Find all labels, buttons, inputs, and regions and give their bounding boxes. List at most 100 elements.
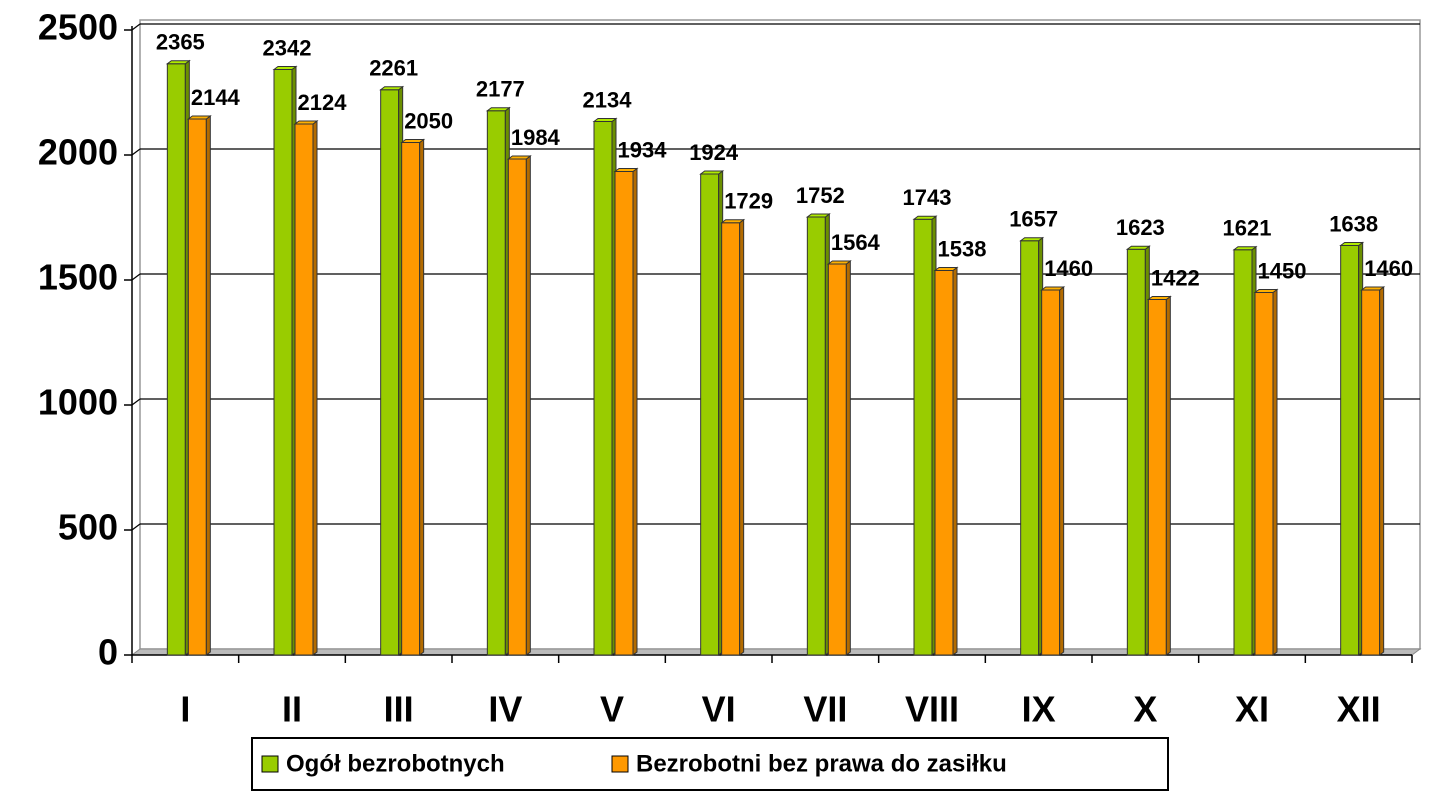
grid-line xyxy=(131,523,141,531)
bar-top xyxy=(826,260,852,265)
data-label: 2144 xyxy=(191,85,241,110)
y-tick-label: 2000 xyxy=(38,132,118,173)
bar-front xyxy=(593,121,613,656)
bar-top xyxy=(1253,289,1279,293)
x-tick-label: V xyxy=(600,689,624,730)
bar-front xyxy=(614,171,634,656)
bar xyxy=(506,155,532,656)
data-label: 2050 xyxy=(404,108,453,133)
y-tick-label: 0 xyxy=(98,632,118,673)
x-tick-label: XI xyxy=(1235,689,1269,730)
bar-top xyxy=(272,66,298,70)
bar-side xyxy=(1379,286,1385,656)
y-tick-label: 500 xyxy=(58,507,118,548)
bar xyxy=(1232,245,1258,656)
bar xyxy=(1125,245,1151,656)
bar-front xyxy=(1126,248,1146,656)
bar xyxy=(165,59,191,656)
x-tick-label: XII xyxy=(1337,689,1381,730)
bar-front xyxy=(486,110,506,656)
bar-front xyxy=(166,63,186,656)
bar-side xyxy=(952,266,958,656)
grid-line xyxy=(131,273,141,281)
bar-front xyxy=(1361,289,1381,656)
bar-top xyxy=(1360,286,1386,291)
bar-side xyxy=(419,138,425,656)
bar-top xyxy=(293,120,319,125)
bar-top xyxy=(1232,246,1258,251)
bar-front xyxy=(1233,249,1253,656)
bar xyxy=(485,106,511,656)
bar xyxy=(1339,241,1365,656)
grid-line xyxy=(131,148,141,156)
data-label: 2124 xyxy=(298,90,348,115)
grid-line xyxy=(131,398,141,406)
bar-top xyxy=(379,86,405,91)
bar xyxy=(720,218,746,656)
bar xyxy=(379,85,405,656)
data-label: 2365 xyxy=(156,30,205,55)
bar-top xyxy=(485,107,511,112)
data-label: 1460 xyxy=(1044,256,1093,281)
bar-side xyxy=(525,155,531,656)
bar-top xyxy=(165,60,191,65)
data-label: 2177 xyxy=(476,77,525,102)
y-tick-label: 2500 xyxy=(38,7,118,48)
bar-top xyxy=(506,155,532,160)
bar xyxy=(1146,295,1172,656)
bar-side xyxy=(1165,295,1171,656)
data-label: 1422 xyxy=(1151,265,1200,290)
data-label: 1564 xyxy=(831,230,881,255)
bar-front xyxy=(1254,292,1274,656)
bar xyxy=(400,138,426,656)
bar xyxy=(805,213,831,656)
data-label: 1538 xyxy=(938,236,987,261)
bar-top xyxy=(400,139,426,143)
data-label: 1657 xyxy=(1009,207,1058,232)
bar xyxy=(1360,286,1386,656)
legend-box xyxy=(251,737,1169,791)
x-tick-label: X xyxy=(1133,689,1157,730)
bar xyxy=(1019,236,1045,656)
data-label: 1460 xyxy=(1364,256,1413,281)
y-tick-label: 1000 xyxy=(38,382,118,423)
bar-top xyxy=(933,267,959,271)
bar-front xyxy=(827,263,847,656)
bar-top xyxy=(613,168,639,172)
bar-front xyxy=(1041,289,1061,656)
bar xyxy=(293,120,319,656)
data-label: 1450 xyxy=(1258,258,1307,283)
bar-top xyxy=(720,219,746,224)
data-label: 2261 xyxy=(369,56,418,81)
bar-front xyxy=(1147,299,1167,656)
bar-front xyxy=(187,118,207,656)
bar-front xyxy=(1340,245,1360,656)
bar xyxy=(1040,286,1066,656)
bar xyxy=(826,260,852,656)
bar-top xyxy=(186,115,212,120)
bar-side xyxy=(632,167,638,656)
bar-side xyxy=(312,120,318,656)
bar-top xyxy=(1339,242,1365,246)
data-label: 2134 xyxy=(583,87,633,112)
bar-top xyxy=(912,215,938,220)
x-tick-label: II xyxy=(282,689,302,730)
data-label: 1621 xyxy=(1223,216,1272,241)
bar xyxy=(186,115,212,656)
x-tick-label: VII xyxy=(803,689,847,730)
bar-side xyxy=(739,218,745,656)
bar-front xyxy=(934,270,954,656)
bar-top xyxy=(1019,237,1045,242)
bar-front xyxy=(806,216,826,656)
bar-front xyxy=(401,142,421,656)
bar xyxy=(592,117,618,656)
bar-top xyxy=(805,213,831,218)
bar xyxy=(1253,288,1279,656)
bar xyxy=(272,65,298,656)
x-tick-label: III xyxy=(384,689,414,730)
bar-side xyxy=(1272,288,1278,656)
bar xyxy=(912,215,938,656)
data-label: 1623 xyxy=(1116,215,1165,240)
bar-front xyxy=(273,69,293,656)
